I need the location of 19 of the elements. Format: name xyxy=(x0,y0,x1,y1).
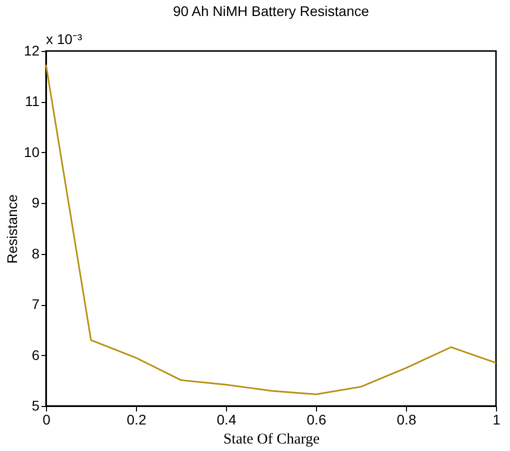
x-tick-label: 0.8 xyxy=(396,412,416,428)
x-axis-title: State Of Charge xyxy=(223,432,320,448)
y-tick-label: 11 xyxy=(24,93,40,110)
x-tick-label: 0.6 xyxy=(306,412,326,428)
y-tick-label: 7 xyxy=(32,296,40,312)
y-axis-title: Resistance xyxy=(4,194,20,264)
line-series xyxy=(45,64,497,396)
y-tick-label: 5 xyxy=(32,398,40,414)
x-tick-label: 1 xyxy=(492,412,501,428)
y-tick-label: 8 xyxy=(32,245,40,262)
x-tick-label: 0.2 xyxy=(126,412,146,428)
x-tick-label: 0 xyxy=(42,412,51,428)
y-tick-label: 10 xyxy=(24,144,40,160)
text: x 10⁻³ xyxy=(46,31,82,47)
x-tick-label: 0.4 xyxy=(216,412,236,428)
chart-title: 90 Ah NiMH Battery Resistance xyxy=(172,3,370,19)
y-tick-label: 9 xyxy=(32,194,40,211)
y-tick-label: 12 xyxy=(24,42,40,58)
y-tick-label: 6 xyxy=(32,346,40,363)
